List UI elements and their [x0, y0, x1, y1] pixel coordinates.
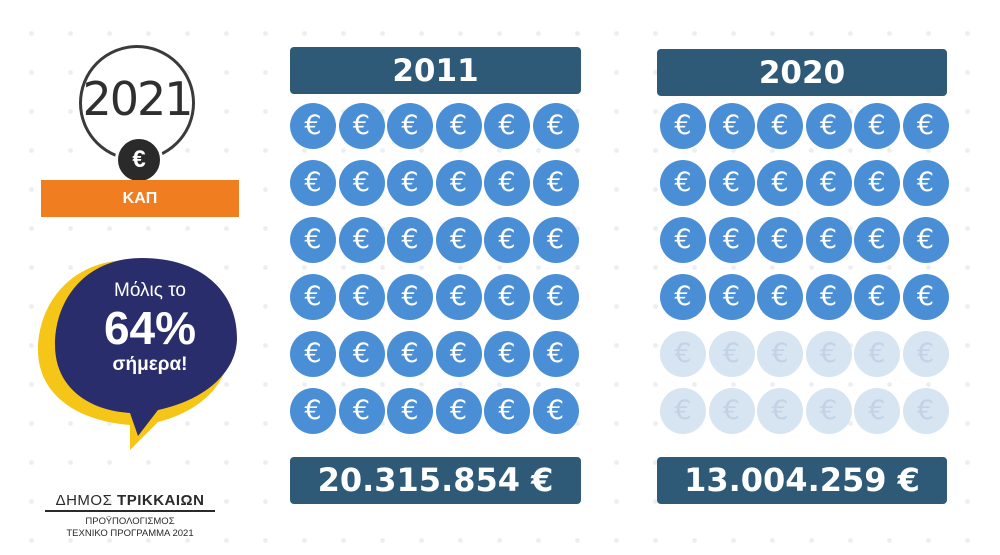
coin-icon: € [387, 103, 433, 149]
coin-icon: € [338, 103, 385, 149]
bubble-line3: σήμερα! [112, 354, 188, 375]
coin-icon-faded: € [902, 388, 949, 434]
coin-icon-faded: € [757, 388, 803, 434]
coin-icon: € [435, 331, 482, 377]
coin-icon: € [854, 160, 900, 206]
coin-icon: € [484, 217, 530, 263]
coin-icon: € [805, 274, 852, 320]
coin-icon: € [435, 217, 482, 263]
coin-icon: € [435, 103, 482, 149]
coin-icon: € [290, 274, 336, 320]
coin-icon-faded: € [805, 331, 852, 377]
coin-icon: € [290, 160, 336, 206]
coin-icon: € [805, 160, 852, 206]
coin-icon: € [484, 274, 530, 320]
coin-icon: € [290, 331, 336, 377]
coin-icon: € [387, 388, 433, 434]
coin-icon: € [757, 160, 803, 206]
municipality-logo: ΔΗΜΟΣ ΤΡΙΚΚΑΙΩΝ [45, 492, 215, 509]
coin-icon: € [290, 103, 336, 149]
coin-icon: € [387, 217, 433, 263]
coin-icon-faded: € [660, 388, 706, 434]
coin-icon: € [708, 160, 755, 206]
coin-icon: € [805, 103, 852, 149]
coin-icon: € [854, 217, 900, 263]
coin-icon: € [854, 274, 900, 320]
coin-icon: € [387, 160, 433, 206]
coin-icon: € [338, 331, 385, 377]
coin-icon: € [757, 103, 803, 149]
logo-subtitle1: ΠΡΟΫΠΟΛΟΓΙΣΜΟΣ [85, 516, 175, 527]
coin-icon: € [532, 274, 579, 320]
coin-icon-faded: € [660, 331, 706, 377]
panel-2020-total: 13.004.259 € [657, 457, 947, 504]
coin-icon: € [660, 160, 706, 206]
logo-title-bold: ΤΡΙΚΚΑΙΩΝ [117, 492, 205, 509]
coin-icon-faded: € [854, 331, 900, 377]
coin-icon: € [338, 388, 385, 434]
coin-icon: € [902, 217, 949, 263]
coin-icon: € [338, 217, 385, 263]
coin-icon: € [387, 331, 433, 377]
coin-icon-faded: € [757, 331, 803, 377]
coin-icon: € [902, 103, 949, 149]
coin-icon: € [435, 388, 482, 434]
logo-title-light: ΔΗΜΟΣ [55, 492, 118, 509]
coin-icon: € [902, 274, 949, 320]
coin-icon: € [435, 274, 482, 320]
coin-icon-faded: € [902, 331, 949, 377]
bubble-text: Μόλις το 64% σήμερα! [70, 280, 230, 376]
coin-icon: € [660, 217, 706, 263]
panel-2011-total: 20.315.854 € [290, 457, 581, 504]
coin-icon: € [757, 217, 803, 263]
coin-icon: € [757, 274, 803, 320]
bubble-percent: 64% [103, 302, 197, 354]
coin-icon-faded: € [708, 331, 755, 377]
euro-icon: € [115, 136, 163, 184]
coin-icon: € [435, 160, 482, 206]
coin-icon: € [532, 160, 579, 206]
coin-icon: € [708, 274, 755, 320]
coin-icon: € [532, 103, 579, 149]
coin-icon-faded: € [708, 388, 755, 434]
coin-icon: € [290, 388, 336, 434]
badge-year: 2021 [82, 72, 193, 126]
coin-icon: € [805, 217, 852, 263]
coin-icon-faded: € [805, 388, 852, 434]
speech-bubble-icon [38, 258, 237, 450]
logo-subtitle2: ΤΕΧΝΙΚΟ ΠΡΟΓΡΑΜΜΑ 2021 [66, 528, 194, 539]
coin-icon: € [902, 160, 949, 206]
coin-icon: € [708, 217, 755, 263]
coin-icon: € [660, 103, 706, 149]
coin-icon: € [484, 388, 530, 434]
coin-icon: € [660, 274, 706, 320]
coin-icon: € [854, 103, 900, 149]
logo-divider [45, 510, 215, 512]
coin-icon: € [484, 103, 530, 149]
coin-icon: € [338, 274, 385, 320]
coin-icon: € [532, 217, 579, 263]
coin-icon: € [532, 388, 579, 434]
bubble-line1: Μόλις το [114, 280, 186, 301]
coin-icon: € [532, 331, 579, 377]
panel-2020-year-header: 2020 [657, 49, 947, 96]
coin-icon: € [708, 103, 755, 149]
coin-icon-faded: € [854, 388, 900, 434]
coin-icon: € [387, 274, 433, 320]
panel-2011-year-header: 2011 [290, 47, 581, 94]
coin-icon: € [338, 160, 385, 206]
coin-icon: € [484, 160, 530, 206]
coin-icon: € [290, 217, 336, 263]
coin-icon: € [484, 331, 530, 377]
kap-label: ΚΑΠ [41, 180, 239, 217]
